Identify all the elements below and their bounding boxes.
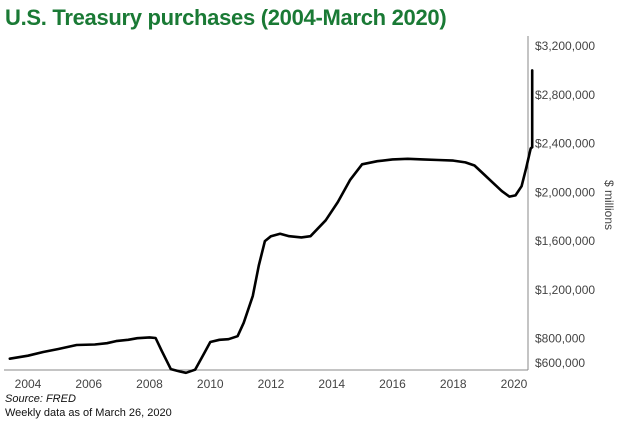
x-tick-label: 2008	[136, 377, 163, 391]
x-tick-label: 2004	[15, 377, 42, 391]
y-tick-label: $2,800,000	[535, 88, 595, 102]
y-tick-label: $2,400,000	[535, 137, 595, 151]
x-axis-ticks: 2004 2006 2008 2010 2012 2014 2016 2018 2020	[15, 377, 528, 391]
x-tick-label: 2010	[197, 377, 224, 391]
x-tick-label: 2014	[318, 377, 345, 391]
series-line	[8, 69, 534, 375]
y-tick-label: $3,200,000	[535, 39, 595, 53]
y-tick-label: $1,200,000	[535, 283, 595, 297]
series-group	[8, 69, 534, 375]
y-tick-label: $1,600,000	[535, 234, 595, 248]
x-tick-label: 2006	[75, 377, 102, 391]
y-tick-label: $800,000	[535, 332, 585, 346]
source-note: Source: FRED	[5, 393, 76, 405]
chart-title: U.S. Treasury purchases (2004-March 2020…	[5, 5, 447, 30]
x-tick-label: 2018	[440, 377, 467, 391]
x-tick-label: 2016	[379, 377, 406, 391]
x-tick-label: 2012	[258, 377, 285, 391]
x-tick-label: 2020	[501, 377, 528, 391]
y-tick-label: $600,000	[535, 356, 585, 370]
data-note: Weekly data as of March 26, 2020	[5, 407, 172, 419]
y-axis-label: $ millions	[602, 180, 616, 230]
y-axis-ticks: $600,000 $800,000 $1,200,000 $1,600,000 $2,0…	[535, 39, 595, 370]
y-tick-label: $2,000,000	[535, 185, 595, 199]
